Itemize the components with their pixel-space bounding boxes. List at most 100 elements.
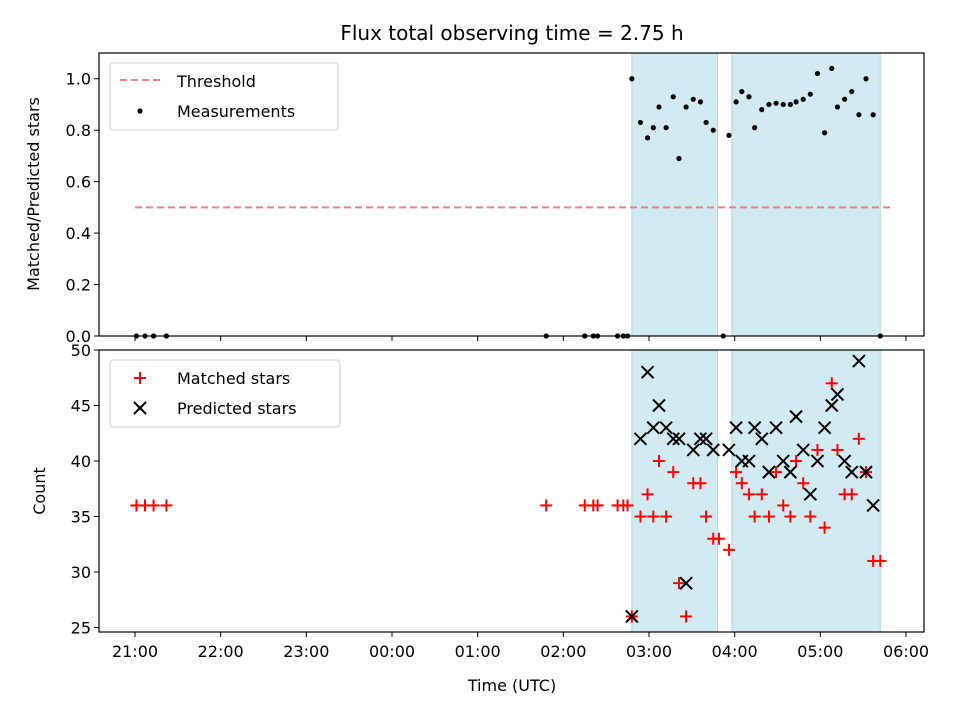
predicted-star-marker [837, 454, 852, 468]
matched-star-marker [797, 477, 810, 490]
y-tick-label: 25 [71, 619, 91, 638]
matched-star-marker [790, 455, 803, 468]
matched-star-marker [762, 510, 775, 523]
predicted-star-marker [755, 432, 769, 446]
y-tick-label: 0.6 [66, 173, 91, 192]
predicted-star-marker [633, 432, 648, 446]
x-tick-label: 23:00 [283, 642, 329, 661]
predicted-star-marker [747, 421, 762, 435]
x-tick-label: 04:00 [712, 642, 758, 661]
matched-star-marker [680, 610, 693, 623]
measurement-point [787, 101, 793, 108]
predicted-star-marker [817, 421, 832, 435]
matched-star-marker [652, 455, 665, 468]
measurement-point [822, 130, 828, 136]
predicted-star-marker [776, 454, 790, 468]
matched-star-marker [811, 443, 824, 456]
predicted-star-marker [679, 576, 693, 590]
bottom-axes: 25 30 35 40 45 50 21:00 22:00 23:00 00:00 01:00 02:… [71, 341, 929, 661]
x-tick-label: 06:00 [883, 642, 929, 661]
predicted-star-marker [706, 443, 720, 457]
predicted-star-marker [859, 465, 873, 479]
matched-star-marker [672, 577, 685, 590]
predicted-star-marker [796, 443, 810, 457]
measurement-point [733, 99, 739, 105]
measurement-point [703, 119, 709, 126]
bottom-shaded-intervals [631, 349, 881, 633]
matched-star-marker [742, 488, 755, 501]
counts-layer [130, 354, 887, 624]
measurement-point [629, 76, 635, 82]
measurement-point [780, 101, 786, 108]
predicted-star-marker [762, 465, 776, 479]
legend-measurements-label: Measurements [177, 102, 295, 121]
y-tick-label: 1.0 [66, 70, 91, 89]
predicted-star-marker [830, 387, 845, 402]
measurement-point [676, 155, 682, 162]
measurement-point [637, 119, 644, 126]
matched-star-marker [722, 543, 735, 556]
measurement-point [814, 70, 821, 77]
legend-matched-swatch [134, 372, 146, 384]
legend-measurements-swatch [137, 108, 143, 114]
matched-star-marker [667, 466, 680, 479]
y-tick-label: 35 [71, 508, 91, 527]
matched-star-marker [784, 510, 797, 523]
predicted-star-marker [686, 443, 700, 457]
matched-star-marker [852, 432, 865, 445]
predicted-star-marker [652, 398, 666, 413]
matched-star-marker [748, 510, 761, 523]
top-shaded-intervals [631, 52, 881, 337]
y-tick-label: 0.8 [66, 121, 91, 140]
measurement-point [663, 125, 669, 131]
matched-star-marker [818, 521, 831, 534]
measurement-point [656, 104, 662, 110]
y-tick-label: 0.2 [66, 276, 91, 295]
measurement-point [800, 96, 806, 102]
predicted-star-marker [659, 421, 673, 435]
measurement-point [697, 99, 704, 105]
shaded-interval [631, 52, 719, 337]
measurement-point [773, 100, 779, 106]
matched-star-marker [777, 499, 790, 512]
predicted-star-marker [640, 365, 655, 379]
y-tick-label: 30 [71, 563, 91, 582]
y-tick-label: 40 [71, 452, 91, 471]
x-tick-label: 21:00 [112, 642, 158, 661]
predicted-star-marker [742, 454, 756, 468]
matched-star-marker [712, 532, 725, 545]
x-tick-label: 01:00 [455, 642, 501, 661]
matched-star-marker [845, 488, 858, 501]
matched-star-marker [700, 510, 713, 523]
predicted-star-marker [769, 421, 783, 435]
matched-star-marker [694, 477, 707, 490]
shaded-interval [631, 349, 719, 633]
measurement-point [834, 104, 841, 110]
matched-star-marker [621, 499, 634, 512]
measurement-point [856, 112, 862, 118]
matched-star-marker [831, 443, 844, 456]
measurement-point [683, 104, 689, 110]
measurement-point [690, 96, 696, 102]
matched-star-marker [660, 510, 673, 523]
measurement-point [752, 125, 758, 131]
predicted-star-marker [845, 465, 859, 479]
measurement-point [739, 88, 745, 95]
measurement-point [863, 76, 869, 82]
chart-title: Flux total observing time = 2.75 h [340, 21, 683, 45]
matched-star-marker [160, 499, 173, 512]
predicted-star-marker [729, 421, 743, 435]
predicted-star-marker [666, 432, 680, 446]
x-axis-label: Time (UTC) [467, 676, 556, 695]
measurement-point [870, 112, 876, 118]
matched-star-marker [755, 488, 768, 501]
x-tick-label: 22:00 [198, 642, 244, 661]
predicted-star-marker [646, 421, 660, 435]
measurement-point [842, 96, 848, 102]
axes-frame [98, 52, 925, 337]
predicted-star-marker [852, 354, 866, 368]
x-tick-label: 05:00 [797, 642, 843, 661]
legend-predicted-swatch [133, 401, 147, 415]
y-tick-label: 0.0 [66, 327, 91, 346]
x-tick-label: 00:00 [369, 642, 415, 661]
